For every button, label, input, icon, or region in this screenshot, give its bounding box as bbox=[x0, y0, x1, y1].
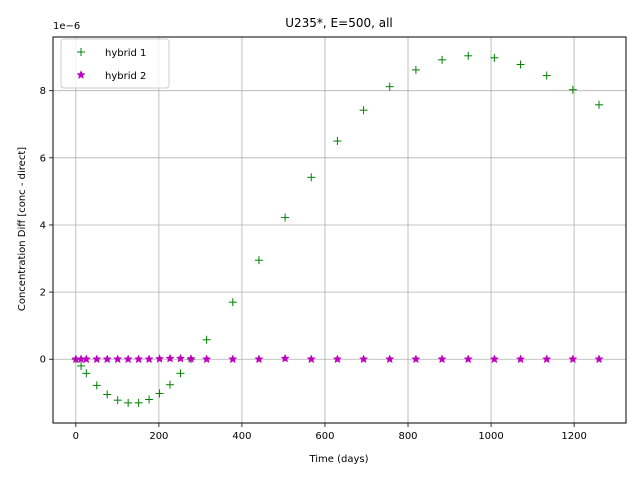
data-point-hybrid-1 bbox=[490, 53, 499, 62]
data-point-hybrid-1 bbox=[542, 71, 551, 80]
x-axis-ticks: 0 200 400 600 800 1000 1200 bbox=[73, 423, 587, 442]
data-point-hybrid-1 bbox=[568, 85, 577, 94]
data-point-hybrid-2 bbox=[165, 353, 175, 363]
data-point-hybrid-1 bbox=[595, 100, 604, 109]
data-point-hybrid-1 bbox=[333, 137, 342, 146]
data-point-hybrid-2 bbox=[489, 354, 499, 364]
y-axis-offset-text: 1e−6 bbox=[53, 21, 80, 32]
legend-star-marker bbox=[76, 70, 86, 79]
data-point-hybrid-1 bbox=[464, 51, 473, 60]
data-point-hybrid-1 bbox=[113, 396, 122, 405]
y-tick-label: 0 bbox=[40, 355, 46, 366]
x-tick-label: 1200 bbox=[561, 431, 586, 442]
data-point-hybrid-2 bbox=[594, 354, 604, 364]
legend: hybrid 1 hybrid 2 bbox=[60, 38, 170, 89]
data-point-hybrid-2 bbox=[463, 354, 473, 364]
data-point-hybrid-1 bbox=[254, 256, 263, 265]
y-tick-label: 8 bbox=[40, 86, 46, 97]
y-tick-label: 2 bbox=[40, 288, 46, 299]
data-point-hybrid-1 bbox=[228, 298, 237, 307]
x-axis-label: Time (days) bbox=[308, 454, 368, 465]
x-tick-label: 600 bbox=[315, 431, 334, 442]
legend-box bbox=[60, 38, 170, 89]
data-point-hybrid-2 bbox=[144, 354, 154, 364]
data-point-hybrid-1 bbox=[134, 398, 143, 407]
x-tick-label: 200 bbox=[149, 431, 168, 442]
data-point-hybrid-1 bbox=[77, 361, 86, 370]
plot-frame bbox=[52, 36, 627, 424]
data-point-hybrid-2 bbox=[280, 353, 290, 363]
y-axis-label: Concentration Diff [conc - direct] bbox=[17, 147, 28, 311]
legend-label-hybrid-2: hybrid 2 bbox=[105, 71, 146, 82]
data-point-hybrid-2 bbox=[515, 354, 526, 364]
data-point-hybrid-1 bbox=[281, 213, 290, 222]
y-tick-label: 6 bbox=[40, 153, 46, 164]
data-point-hybrid-2 bbox=[306, 354, 316, 364]
data-marks bbox=[71, 51, 604, 407]
legend-plus-marker bbox=[77, 48, 85, 56]
data-point-hybrid-1 bbox=[166, 380, 175, 389]
data-point-hybrid-2 bbox=[102, 354, 112, 364]
data-point-hybrid-1 bbox=[155, 389, 164, 398]
x-tick-label: 0 bbox=[73, 431, 79, 442]
legend-label-hybrid-1: hybrid 1 bbox=[105, 48, 146, 59]
data-point-hybrid-2 bbox=[568, 354, 578, 364]
y-tick-label: 4 bbox=[40, 220, 46, 231]
data-point-hybrid-1 bbox=[385, 82, 394, 91]
series-2 bbox=[71, 353, 604, 364]
data-point-hybrid-1 bbox=[411, 65, 420, 74]
data-point-hybrid-2 bbox=[411, 354, 421, 364]
data-point-hybrid-1 bbox=[82, 369, 91, 378]
data-point-hybrid-2 bbox=[81, 354, 91, 364]
data-point-hybrid-1 bbox=[145, 395, 154, 404]
x-tick-label: 400 bbox=[232, 431, 251, 442]
y-axis-ticks: 0 2 4 6 8 bbox=[40, 86, 53, 366]
data-point-hybrid-2 bbox=[92, 354, 102, 364]
data-point-hybrid-2 bbox=[542, 354, 552, 364]
data-point-hybrid-2 bbox=[175, 353, 186, 363]
legend-marker-hybrid-1 bbox=[77, 48, 85, 56]
data-point-hybrid-1 bbox=[103, 390, 112, 399]
data-point-hybrid-2 bbox=[186, 354, 196, 363]
data-point-hybrid-1 bbox=[307, 173, 316, 182]
data-point-hybrid-1 bbox=[202, 335, 211, 344]
data-point-hybrid-1 bbox=[124, 398, 133, 407]
data-point-hybrid-2 bbox=[134, 354, 144, 364]
data-point-hybrid-2 bbox=[228, 354, 238, 364]
data-point-hybrid-2 bbox=[123, 354, 133, 364]
series-1 bbox=[71, 51, 604, 407]
x-tick-label: 1000 bbox=[478, 431, 503, 442]
data-point-hybrid-2 bbox=[332, 354, 343, 364]
legend-marker-hybrid-2 bbox=[76, 70, 86, 79]
data-point-hybrid-2 bbox=[202, 354, 212, 364]
data-point-hybrid-2 bbox=[385, 354, 395, 364]
data-point-hybrid-2 bbox=[113, 354, 123, 364]
data-point-hybrid-2 bbox=[154, 354, 165, 363]
data-point-hybrid-1 bbox=[516, 60, 525, 69]
data-point-hybrid-1 bbox=[438, 55, 447, 64]
data-point-hybrid-1 bbox=[92, 381, 101, 390]
data-point-hybrid-2 bbox=[254, 354, 264, 364]
data-point-hybrid-1 bbox=[359, 106, 368, 115]
x-tick-label: 800 bbox=[398, 431, 417, 442]
data-point-hybrid-2 bbox=[437, 354, 447, 364]
data-point-hybrid-1 bbox=[176, 369, 185, 378]
data-point-hybrid-2 bbox=[358, 354, 369, 364]
chart-title: U235*, E=500, all bbox=[285, 16, 393, 30]
